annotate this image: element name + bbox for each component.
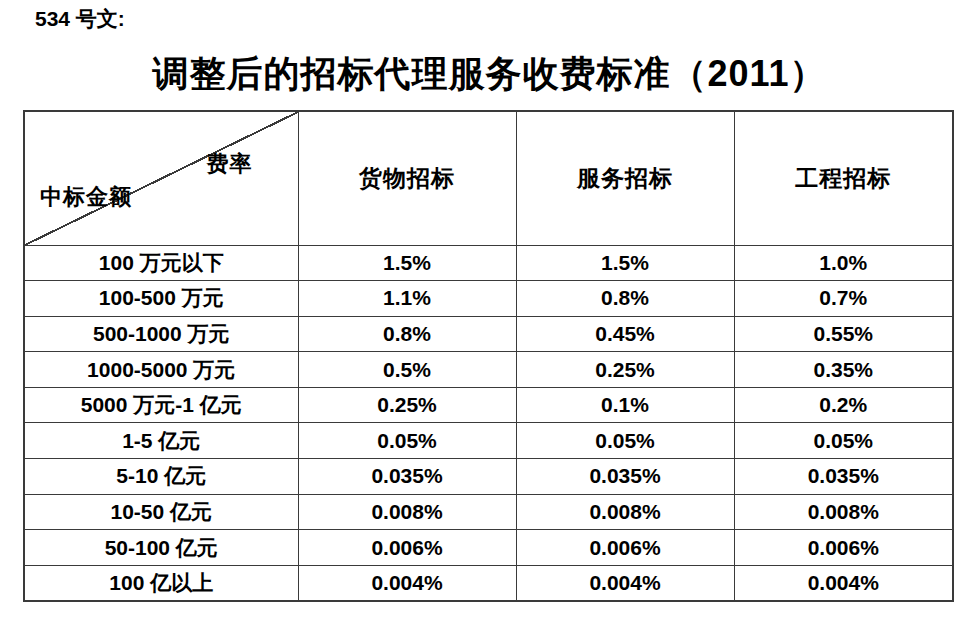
fee-rate-cell: 0.05% — [516, 423, 734, 459]
fee-table-row: 50-100 亿元0.006%0.006%0.006% — [24, 530, 953, 566]
fee-rate-cell: 0.006% — [516, 530, 734, 566]
fee-table-row: 100 万元以下1.5%1.5%1.0% — [24, 245, 953, 281]
corner-label-bid-amount: 中标金额 — [40, 186, 132, 208]
fee-rate-cell: 0.45% — [516, 316, 734, 352]
table-header-row: 费率 中标金额 货物招标 服务招标 工程招标 — [24, 111, 953, 245]
amount-range-label: 500-1000 万元 — [24, 316, 298, 352]
amount-range-label: 1-5 亿元 — [24, 423, 298, 459]
fee-rate-cell: 0.004% — [516, 565, 734, 601]
fee-rate-cell: 0.004% — [734, 565, 953, 601]
amount-range-label: 5000 万元-1 亿元 — [24, 387, 298, 423]
fee-rate-cell: 0.35% — [734, 352, 953, 388]
amount-range-label: 100 亿以上 — [24, 565, 298, 601]
fee-rate-cell: 0.55% — [734, 316, 953, 352]
column-header-services: 服务招标 — [516, 111, 734, 245]
diagonal-header-cell: 费率 中标金额 — [24, 111, 298, 245]
fee-rate-cell: 0.004% — [298, 565, 516, 601]
column-header-goods: 货物招标 — [298, 111, 516, 245]
amount-range-label: 10-50 亿元 — [24, 494, 298, 530]
fee-rate-cell: 0.006% — [298, 530, 516, 566]
amount-range-label: 100 万元以下 — [24, 245, 298, 281]
fee-table-row: 5-10 亿元0.035%0.035%0.035% — [24, 459, 953, 495]
fee-table-row: 100-500 万元1.1%0.8%0.7% — [24, 281, 953, 317]
fee-rate-cell: 0.05% — [298, 423, 516, 459]
fee-rate-cell: 1.0% — [734, 245, 953, 281]
fee-rate-cell: 0.7% — [734, 281, 953, 317]
fee-rate-cell: 0.035% — [516, 459, 734, 495]
amount-range-label: 50-100 亿元 — [24, 530, 298, 566]
fee-table-row: 500-1000 万元0.8%0.45%0.55% — [24, 316, 953, 352]
amount-range-label: 100-500 万元 — [24, 281, 298, 317]
fee-table-row: 10-50 亿元0.008%0.008%0.008% — [24, 494, 953, 530]
corner-label-rate: 费率 — [207, 153, 253, 175]
fee-rate-cell: 0.035% — [298, 459, 516, 495]
fee-rate-cell: 1.5% — [298, 245, 516, 281]
fee-rate-cell: 0.006% — [734, 530, 953, 566]
fee-rate-cell: 0.5% — [298, 352, 516, 388]
doc-number-label: 534 号文: — [35, 5, 125, 33]
fee-rate-cell: 0.8% — [298, 316, 516, 352]
fee-table-row: 100 亿以上0.004%0.004%0.004% — [24, 565, 953, 601]
fee-rate-cell: 0.008% — [516, 494, 734, 530]
fee-rate-cell: 0.8% — [516, 281, 734, 317]
fee-rate-cell: 1.5% — [516, 245, 734, 281]
fee-table-row: 1000-5000 万元0.5%0.25%0.35% — [24, 352, 953, 388]
fee-rate-cell: 0.25% — [298, 387, 516, 423]
fee-rate-cell: 1.1% — [298, 281, 516, 317]
page-title: 调整后的招标代理服务收费标准（2011） — [0, 53, 979, 95]
fee-rate-cell: 0.035% — [734, 459, 953, 495]
fee-rate-cell: 0.05% — [734, 423, 953, 459]
fee-table-row: 5000 万元-1 亿元0.25%0.1%0.2% — [24, 387, 953, 423]
column-header-engineering: 工程招标 — [734, 111, 953, 245]
amount-range-label: 1000-5000 万元 — [24, 352, 298, 388]
fee-table-row: 1-5 亿元0.05%0.05%0.05% — [24, 423, 953, 459]
fee-rate-cell: 0.25% — [516, 352, 734, 388]
fee-table: 费率 中标金额 货物招标 服务招标 工程招标 100 万元以下1.5%1.5%1… — [23, 110, 954, 602]
amount-range-label: 5-10 亿元 — [24, 459, 298, 495]
fee-rate-cell: 0.008% — [734, 494, 953, 530]
fee-rate-cell: 0.008% — [298, 494, 516, 530]
fee-rate-cell: 0.2% — [734, 387, 953, 423]
fee-table-body: 100 万元以下1.5%1.5%1.0%100-500 万元1.1%0.8%0.… — [24, 245, 953, 601]
fee-rate-cell: 0.1% — [516, 387, 734, 423]
